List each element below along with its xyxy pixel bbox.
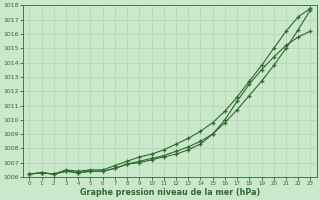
X-axis label: Graphe pression niveau de la mer (hPa): Graphe pression niveau de la mer (hPa) <box>80 188 260 197</box>
